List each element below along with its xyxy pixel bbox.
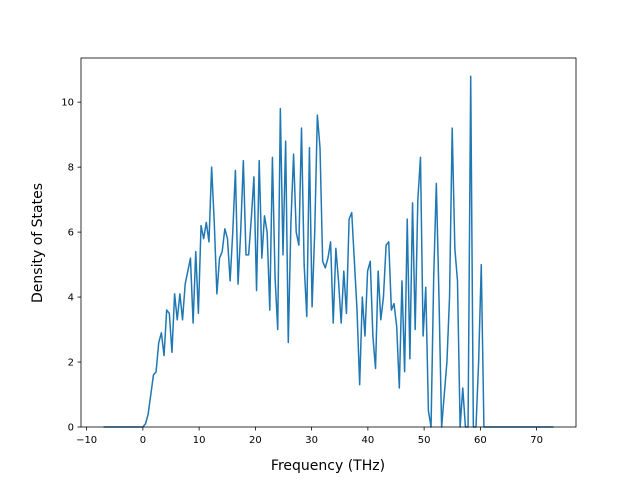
y-tick-label: 8 [68,163,74,174]
y-tick-label: 2 [68,358,74,369]
density-line [103,75,554,428]
y-axis-label: Density of States [30,183,46,303]
y-tick-label: 6 [68,228,74,239]
y-tick-label: 4 [68,293,74,304]
x-axis-label: Frequency (THz) [271,458,385,474]
x-tick-label: 60 [474,435,487,446]
x-tick-label: 20 [249,435,262,446]
y-tick-label: 0 [68,423,74,434]
x-tick-label: 50 [418,435,431,446]
x-tick-label: 40 [362,435,375,446]
x-tick-label: 0 [140,435,146,446]
x-tick-label: −10 [76,435,97,446]
x-tick-label: 30 [305,435,318,446]
x-tick-label: 10 [193,435,206,446]
plot-frame [80,57,577,428]
x-tick-label: 70 [530,435,543,446]
y-tick-label: 10 [61,98,74,109]
